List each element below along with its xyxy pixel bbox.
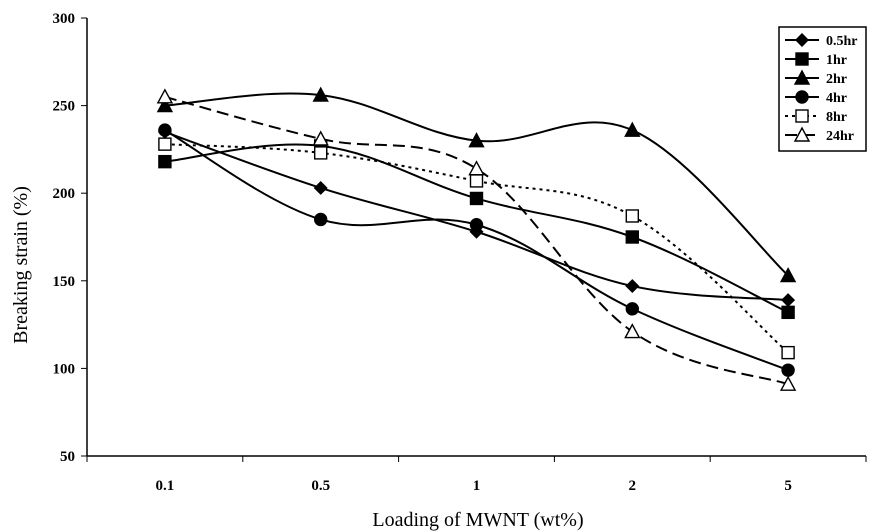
legend: 0.5hr 1hr 2hr 4hr 8hr 24hr [778,26,867,152]
series-2hr [156,86,797,283]
legend-item-1hr-marker [795,52,809,66]
x-tick-label: 5 [784,478,792,494]
series-24hr [156,88,797,391]
y-axis-title: Breaking strain (%) [10,186,32,344]
x-tick-label: 0.5 [311,478,330,494]
series-24hr-marker [779,375,797,391]
series-0-5hr-marker [313,180,328,195]
legend-item-8hr-label: 8hr [826,110,847,125]
series-2hr-marker [312,86,329,102]
legend-item-8hr-marker [795,109,809,123]
legend-item-2hr-marker [793,69,811,85]
legend-item-1hr: 1hr [785,52,847,68]
series-1hr-marker [158,154,172,169]
legend-item-0-5hr-marker [795,33,809,47]
x-tick-label: 2 [629,478,637,494]
series-1hr-marker [469,191,484,206]
series-2hr-marker [468,132,485,148]
series-8hr-marker [314,146,328,160]
x-tick-label: 0.1 [156,478,175,494]
series-0-5hr [157,124,796,308]
series-4hr-marker [314,212,328,227]
legend-item-8hr: 8hr [785,109,847,125]
series-2hr-marker [779,267,797,283]
x-axis-ticks: 0.1 0.5 1 2 5 [86,456,867,494]
y-tick-label: 250 [53,99,76,115]
legend-item-1hr-label: 1hr [826,53,847,68]
series-4hr-marker [158,123,172,137]
series-4hr-marker [781,363,795,377]
legend-item-4hr: 4hr [785,90,847,106]
series-2hr-marker [624,121,641,137]
legend-item-4hr-marker [795,90,809,104]
legend-item-2hr: 2hr [785,69,847,87]
x-tick-label: 1 [473,478,481,494]
series-8hr-marker [469,174,484,188]
series-0-5hr-marker [781,293,796,308]
x-axis-title: Loading of MWNT (wt%) [372,509,583,531]
y-tick-label: 200 [53,186,76,202]
legend-item-24hr-marker [793,126,811,142]
axes [86,18,866,457]
series-2hr-marker [156,97,174,113]
legend-item-24hr-label: 24hr [826,129,854,144]
series-0-5hr-marker [625,279,640,294]
series-8hr-marker [781,345,795,360]
series-24hr-marker [624,323,641,339]
legend-item-4hr-label: 4hr [826,91,847,106]
series-8hr [158,137,795,360]
legend-item-0-5hr-label: 0.5hr [826,34,858,49]
series-group [156,86,797,391]
series-1hr-marker [625,230,639,244]
series-4hr-marker [469,218,484,232]
series-2hr-line [164,92,789,277]
series-24hr-marker [156,88,174,104]
y-tick-label: 50 [60,449,75,465]
legend-item-24hr: 24hr [785,126,854,144]
y-axis-ticks: 50 100 150 200 250 300 [53,11,87,465]
series-24hr-marker [468,160,485,176]
series-4hr [158,123,795,377]
legend-box [778,26,867,152]
y-tick-label: 300 [53,11,76,27]
y-tick-label: 100 [53,361,76,377]
series-8hr-line [164,143,789,354]
series-0-5hr-line [164,130,789,302]
legend-item-2hr-label: 2hr [826,72,847,87]
legend-item-0-5hr: 0.5hr [785,33,858,49]
series-8hr-marker [158,137,172,151]
series-24hr-marker [312,130,329,146]
series-8hr-marker [625,209,639,223]
y-tick-label: 150 [53,274,76,290]
series-4hr-marker [625,302,639,316]
series-1hr-marker [781,305,795,320]
